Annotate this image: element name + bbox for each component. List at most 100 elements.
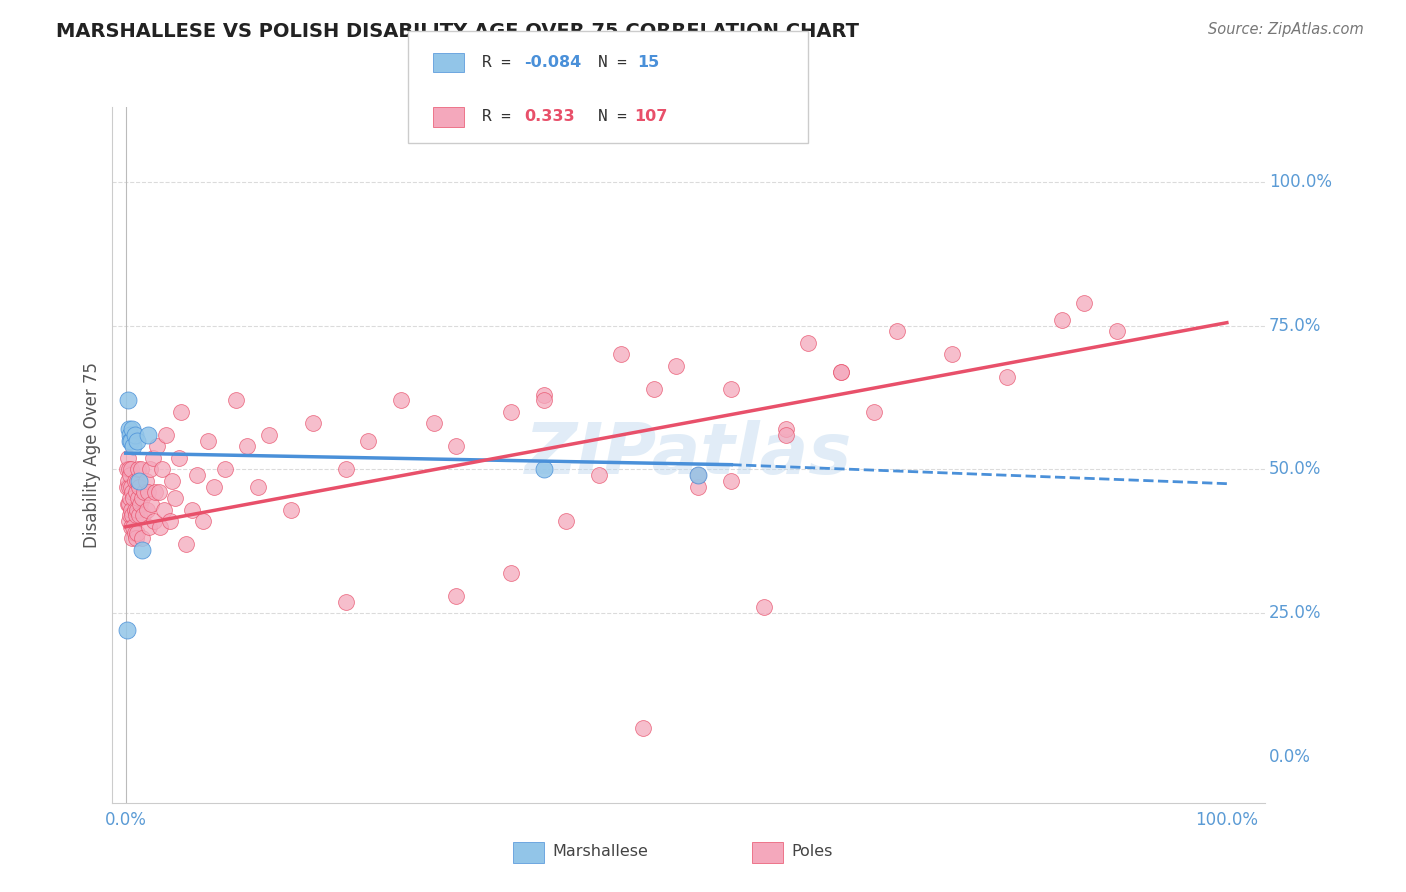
Text: 50.0%: 50.0% bbox=[1268, 460, 1322, 478]
Text: R =: R = bbox=[482, 110, 520, 124]
Point bbox=[124, 502, 146, 516]
Point bbox=[159, 514, 181, 528]
Text: Poles: Poles bbox=[792, 845, 832, 859]
Point bbox=[246, 479, 269, 493]
Point bbox=[688, 468, 710, 483]
Point bbox=[142, 450, 165, 465]
Point bbox=[127, 462, 149, 476]
Point bbox=[688, 468, 710, 483]
Point bbox=[148, 485, 170, 500]
Point bbox=[214, 462, 236, 476]
Point bbox=[125, 474, 148, 488]
Point bbox=[128, 508, 150, 523]
Point bbox=[191, 514, 214, 528]
Text: 0.0%: 0.0% bbox=[1268, 747, 1310, 766]
Text: 100.0%: 100.0% bbox=[1195, 812, 1258, 830]
Point bbox=[335, 594, 357, 608]
Point bbox=[118, 422, 141, 436]
Point bbox=[121, 531, 143, 545]
Point bbox=[121, 508, 143, 523]
Point bbox=[129, 462, 152, 476]
Point bbox=[124, 474, 146, 488]
Point bbox=[131, 491, 153, 505]
Text: Source: ZipAtlas.com: Source: ZipAtlas.com bbox=[1208, 22, 1364, 37]
Text: N =: N = bbox=[598, 110, 636, 124]
Text: MARSHALLESE VS POLISH DISABILITY AGE OVER 75 CORRELATION CHART: MARSHALLESE VS POLISH DISABILITY AGE OVE… bbox=[56, 22, 859, 41]
Point bbox=[830, 365, 852, 379]
Point bbox=[160, 474, 183, 488]
Point bbox=[121, 485, 143, 500]
Point bbox=[125, 525, 148, 540]
Point bbox=[131, 531, 153, 545]
Point bbox=[120, 427, 142, 442]
Point bbox=[136, 427, 159, 442]
Point bbox=[143, 514, 166, 528]
Point bbox=[122, 491, 145, 505]
Y-axis label: Disability Age Over 75: Disability Age Over 75 bbox=[83, 362, 101, 548]
Point bbox=[149, 520, 172, 534]
Point bbox=[124, 525, 146, 540]
Point bbox=[444, 589, 467, 603]
Point bbox=[501, 566, 523, 580]
Point bbox=[389, 393, 412, 408]
Point bbox=[174, 537, 197, 551]
Point bbox=[121, 422, 143, 436]
Point bbox=[302, 417, 325, 431]
Point bbox=[357, 434, 380, 448]
Point bbox=[127, 491, 149, 505]
Point bbox=[941, 347, 963, 361]
Point bbox=[665, 359, 688, 373]
Text: N =: N = bbox=[598, 55, 636, 70]
Point bbox=[136, 485, 159, 500]
Point bbox=[120, 508, 142, 523]
Point bbox=[118, 514, 141, 528]
Point bbox=[128, 474, 150, 488]
Point bbox=[120, 479, 142, 493]
Text: 15: 15 bbox=[637, 55, 659, 70]
Point bbox=[501, 405, 523, 419]
Text: 100.0%: 100.0% bbox=[1268, 173, 1331, 191]
Point bbox=[863, 405, 886, 419]
Point bbox=[225, 393, 247, 408]
Point bbox=[115, 479, 138, 493]
Point bbox=[236, 439, 259, 453]
Point bbox=[145, 439, 167, 453]
Point bbox=[124, 485, 146, 500]
Point bbox=[720, 382, 742, 396]
Point bbox=[122, 520, 145, 534]
Point bbox=[124, 508, 146, 523]
Point bbox=[117, 474, 139, 488]
Point bbox=[643, 382, 665, 396]
Point bbox=[125, 502, 148, 516]
Point bbox=[797, 335, 820, 350]
Point bbox=[120, 434, 142, 448]
Point bbox=[139, 497, 162, 511]
Point bbox=[138, 520, 160, 534]
Point bbox=[128, 479, 150, 493]
Point bbox=[186, 468, 208, 483]
Point bbox=[115, 624, 138, 638]
Point bbox=[1073, 295, 1095, 310]
Point bbox=[129, 497, 152, 511]
Point bbox=[257, 427, 280, 442]
Point bbox=[533, 462, 555, 476]
Point bbox=[165, 491, 187, 505]
Point bbox=[688, 479, 710, 493]
Point bbox=[170, 405, 193, 419]
Point bbox=[167, 450, 190, 465]
Point bbox=[444, 439, 467, 453]
Point bbox=[118, 462, 141, 476]
Point bbox=[886, 324, 908, 338]
Point bbox=[995, 370, 1018, 384]
Point bbox=[533, 387, 555, 401]
Point bbox=[120, 434, 142, 448]
Point bbox=[118, 497, 141, 511]
Point bbox=[155, 427, 177, 442]
Point bbox=[202, 479, 225, 493]
Point bbox=[124, 427, 146, 442]
Point bbox=[588, 468, 610, 483]
Point bbox=[145, 485, 167, 500]
Point bbox=[754, 600, 776, 615]
Point bbox=[117, 450, 139, 465]
Point bbox=[1050, 313, 1073, 327]
